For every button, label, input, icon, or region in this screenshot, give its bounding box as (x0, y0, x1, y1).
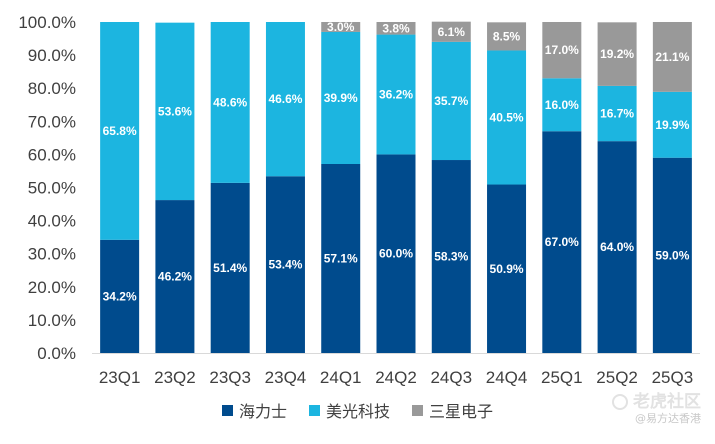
x-tick-label: 25Q1 (541, 368, 583, 387)
data-label: 21.1% (655, 50, 689, 64)
legend-label-micron: 美光科技 (325, 402, 390, 421)
data-label: 6.1% (438, 25, 466, 39)
watermark-brand: 老虎社区 (612, 392, 701, 412)
watermark-line1: 老虎社区 (633, 392, 701, 412)
data-label: 8.5% (493, 29, 521, 43)
data-label: 53.4% (268, 258, 302, 272)
data-label: 16.7% (600, 107, 634, 121)
legend-swatch-micron (308, 404, 320, 416)
data-label: 34.2% (103, 289, 137, 303)
x-tick-label: 24Q2 (375, 368, 417, 387)
data-label: 48.6% (213, 95, 247, 109)
data-label: 50.9% (490, 262, 524, 276)
bar-segment (100, 239, 140, 353)
y-tick-label: 50.0% (28, 179, 76, 198)
data-label: 17.0% (545, 43, 579, 57)
legend-item-micron: 美光科技 (308, 398, 390, 422)
x-tick-label: 23Q4 (265, 368, 307, 387)
x-tick-label: 24Q3 (430, 368, 472, 387)
bar-segment (155, 200, 195, 353)
bar-segment (431, 21, 471, 42)
data-label: 36.2% (379, 87, 413, 101)
data-label: 19.2% (600, 47, 634, 61)
watermark: 老虎社区 @易方达香港 (612, 392, 701, 426)
data-label: 57.1% (324, 251, 358, 265)
bar-segment (265, 22, 305, 177)
x-tick-label: 23Q1 (99, 368, 141, 387)
tiger-community-icon (612, 394, 628, 411)
data-label: 19.9% (655, 118, 689, 132)
y-tick-label: 10.0% (28, 311, 76, 330)
bar-segment (542, 131, 582, 353)
bar-segment (652, 91, 692, 158)
bar-segment (376, 154, 416, 353)
data-label: 3.8% (382, 21, 410, 35)
bar-segment (542, 78, 582, 132)
data-label: 53.6% (158, 104, 192, 118)
bar-segment (376, 22, 416, 35)
bar-segment (265, 176, 305, 353)
bar-segment (210, 22, 250, 183)
bar-segment (155, 22, 195, 201)
legend-item-hynix: 海力士 (221, 398, 287, 422)
y-tick-label: 20.0% (28, 278, 76, 297)
y-tick-label: 0.0% (37, 344, 76, 363)
bar-segment (487, 22, 527, 51)
data-label: 65.8% (103, 124, 137, 138)
data-label: 46.2% (158, 270, 192, 284)
data-label: 51.4% (213, 261, 247, 275)
bar-segment (321, 31, 361, 164)
bar-segment (652, 157, 692, 353)
data-label: 59.0% (655, 248, 689, 262)
data-label: 46.6% (268, 92, 302, 106)
data-label: 67.0% (545, 235, 579, 249)
y-tick-label: 60.0% (28, 145, 76, 164)
data-label: 40.5% (490, 110, 524, 124)
y-tick-label: 40.0% (28, 212, 76, 231)
x-tick-label: 24Q4 (486, 368, 528, 387)
data-label: 64.0% (600, 240, 634, 254)
bar-segment (597, 141, 637, 353)
bar-segment (376, 34, 416, 155)
data-label: 3.0% (327, 20, 355, 34)
bar-segment (652, 22, 692, 92)
y-tick-label: 100.0% (18, 13, 76, 32)
x-tick-label: 23Q2 (154, 368, 196, 387)
legend-label-hynix: 海力士 (238, 402, 287, 421)
bar-segment (321, 22, 361, 32)
watermark-line2: @易方达香港 (635, 412, 701, 426)
legend-label-samsung: 三星电子 (429, 402, 494, 421)
x-tick-label: 24Q1 (320, 368, 362, 387)
legend: 海力士 美光科技 三星电子 (0, 398, 715, 422)
bar-segment (487, 50, 527, 185)
x-tick-label: 23Q3 (209, 368, 251, 387)
y-tick-label: 80.0% (28, 79, 76, 98)
bar-segment (597, 22, 637, 86)
bar-segment (210, 182, 250, 353)
y-tick-label: 30.0% (28, 245, 76, 264)
y-tick-label: 90.0% (28, 46, 76, 65)
bar-segment (100, 22, 140, 240)
legend-swatch-samsung (412, 404, 423, 416)
data-label: 60.0% (379, 247, 413, 261)
bar-segment (431, 41, 471, 161)
data-label: 39.9% (324, 91, 358, 105)
y-tick-label: 70.0% (28, 112, 76, 131)
bar-segment (321, 163, 361, 353)
data-label: 16.0% (545, 98, 579, 112)
bar-segment (542, 22, 582, 79)
bar-segment (431, 160, 471, 353)
legend-swatch-hynix (221, 404, 233, 416)
data-label: 58.3% (434, 250, 468, 264)
data-label: 35.7% (434, 94, 468, 108)
x-tick-label: 25Q3 (652, 368, 694, 387)
bar-segment (597, 85, 637, 142)
bar-segment (487, 184, 527, 353)
x-tick-label: 25Q2 (596, 368, 638, 387)
legend-item-samsung: 三星电子 (412, 398, 493, 422)
